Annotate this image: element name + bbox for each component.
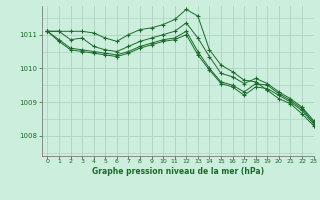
X-axis label: Graphe pression niveau de la mer (hPa): Graphe pression niveau de la mer (hPa) [92,167,264,176]
